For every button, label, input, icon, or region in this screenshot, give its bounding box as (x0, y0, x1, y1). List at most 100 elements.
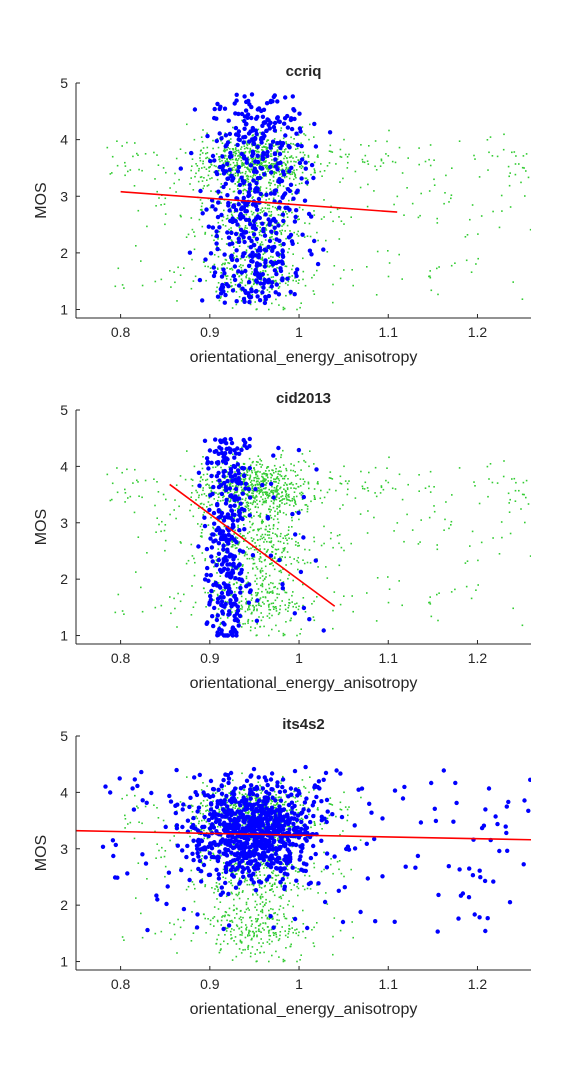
green-point (501, 210, 503, 212)
green-point (183, 593, 185, 596)
blue-point (321, 247, 326, 252)
green-point (298, 182, 301, 185)
green-point (304, 611, 307, 613)
green-point (266, 590, 269, 593)
green-point (273, 606, 276, 609)
green-point (302, 478, 305, 480)
green-point (201, 529, 204, 531)
green-point (436, 548, 439, 551)
green-point (239, 264, 242, 266)
green-point (380, 158, 383, 161)
green-point (272, 198, 275, 201)
green-point (474, 158, 476, 160)
green-point (297, 887, 300, 890)
green-point (278, 479, 281, 482)
green-point (255, 918, 257, 920)
blue-point (243, 122, 249, 127)
green-point (146, 552, 148, 554)
green-point (163, 529, 166, 532)
green-point (229, 478, 231, 481)
green-point (265, 482, 268, 484)
green-point (251, 489, 254, 492)
green-point (204, 591, 206, 594)
green-point (394, 161, 397, 164)
green-point (331, 804, 334, 806)
green-point (265, 492, 268, 494)
green-point (248, 277, 250, 280)
green-point (272, 493, 274, 495)
green-point (330, 858, 332, 860)
green-point (287, 284, 289, 286)
green-point (213, 916, 216, 918)
green-point (290, 469, 292, 472)
blue-point (219, 562, 225, 567)
green-point (201, 202, 204, 205)
green-point (286, 213, 288, 215)
green-point (190, 177, 192, 179)
green-point (256, 568, 259, 570)
blue-point (264, 192, 269, 197)
green-point (373, 190, 375, 192)
green-point (238, 179, 240, 181)
green-point (286, 499, 288, 501)
blue-point (251, 139, 256, 144)
green-point (247, 622, 249, 624)
blue-point (233, 132, 239, 137)
blue-point (187, 250, 193, 255)
green-point (255, 494, 258, 497)
blue-point (219, 136, 224, 141)
green-point (232, 488, 235, 491)
green-point (268, 291, 271, 293)
blue-point (234, 630, 239, 635)
green-point (223, 525, 226, 528)
green-point (220, 480, 223, 483)
green-point (429, 276, 432, 279)
x-tick-label: 0.8 (111, 650, 131, 666)
green-point (227, 491, 230, 494)
green-point (242, 623, 244, 625)
green-point (232, 870, 234, 872)
green-point (201, 804, 204, 807)
green-point (263, 500, 265, 503)
green-point (235, 152, 238, 155)
green-point (270, 908, 272, 910)
green-point (374, 140, 377, 142)
green-point (264, 922, 267, 925)
blue-point (210, 153, 216, 159)
green-point (269, 799, 272, 801)
green-point (235, 157, 237, 160)
green-point (282, 775, 284, 778)
green-point (202, 813, 204, 815)
green-point (330, 205, 332, 208)
green-point (247, 898, 249, 900)
green-point (278, 504, 281, 506)
green-point (220, 622, 222, 624)
green-point (124, 161, 126, 164)
green-point (259, 896, 262, 898)
green-point (300, 302, 302, 304)
green-point (231, 545, 234, 548)
blue-point (289, 116, 294, 121)
green-point (230, 879, 232, 882)
green-point (291, 268, 293, 271)
blue-point (251, 242, 256, 248)
blue-point (216, 460, 221, 465)
green-point (302, 923, 305, 925)
green-point (212, 466, 214, 469)
green-point (297, 608, 300, 611)
green-point (237, 869, 240, 872)
green-point (236, 582, 238, 584)
green-point (230, 213, 233, 216)
green-point (291, 275, 293, 277)
green-point (283, 913, 285, 915)
green-point (257, 128, 260, 131)
green-point (253, 479, 255, 482)
green-point (269, 215, 272, 217)
blue-point (250, 254, 255, 259)
green-point (514, 500, 517, 502)
green-point (201, 793, 204, 796)
green-point (338, 860, 341, 862)
blue-point (217, 164, 223, 170)
green-point (256, 489, 259, 492)
green-point (191, 492, 193, 494)
